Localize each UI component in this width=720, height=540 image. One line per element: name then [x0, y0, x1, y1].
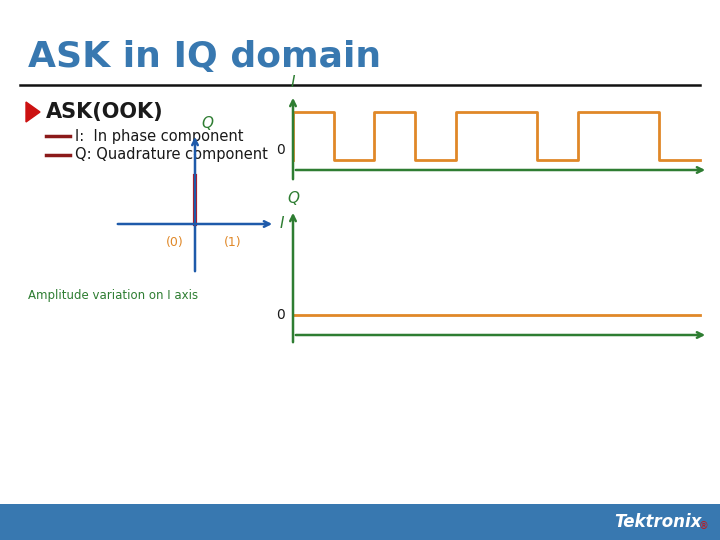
Polygon shape — [26, 102, 40, 122]
Text: ASK in IQ domain: ASK in IQ domain — [28, 40, 381, 74]
Text: I: I — [280, 217, 284, 232]
Text: I:  In phase component: I: In phase component — [75, 129, 243, 144]
Bar — [0, 504, 720, 540]
Text: ASK(OOK): ASK(OOK) — [46, 102, 163, 122]
Text: 0: 0 — [276, 308, 285, 322]
Text: (1): (1) — [224, 236, 242, 249]
Text: Q: Q — [287, 191, 299, 206]
Text: Q: Quadrature component: Q: Quadrature component — [75, 147, 268, 163]
Text: (0): (0) — [166, 236, 184, 249]
Text: I: I — [291, 75, 295, 90]
Text: Q: Q — [201, 116, 213, 131]
Text: ®: ® — [699, 521, 708, 531]
Text: Amplitude variation on I axis: Amplitude variation on I axis — [28, 288, 198, 301]
Text: 0: 0 — [276, 143, 285, 157]
Text: Tektronix: Tektronix — [614, 513, 701, 531]
